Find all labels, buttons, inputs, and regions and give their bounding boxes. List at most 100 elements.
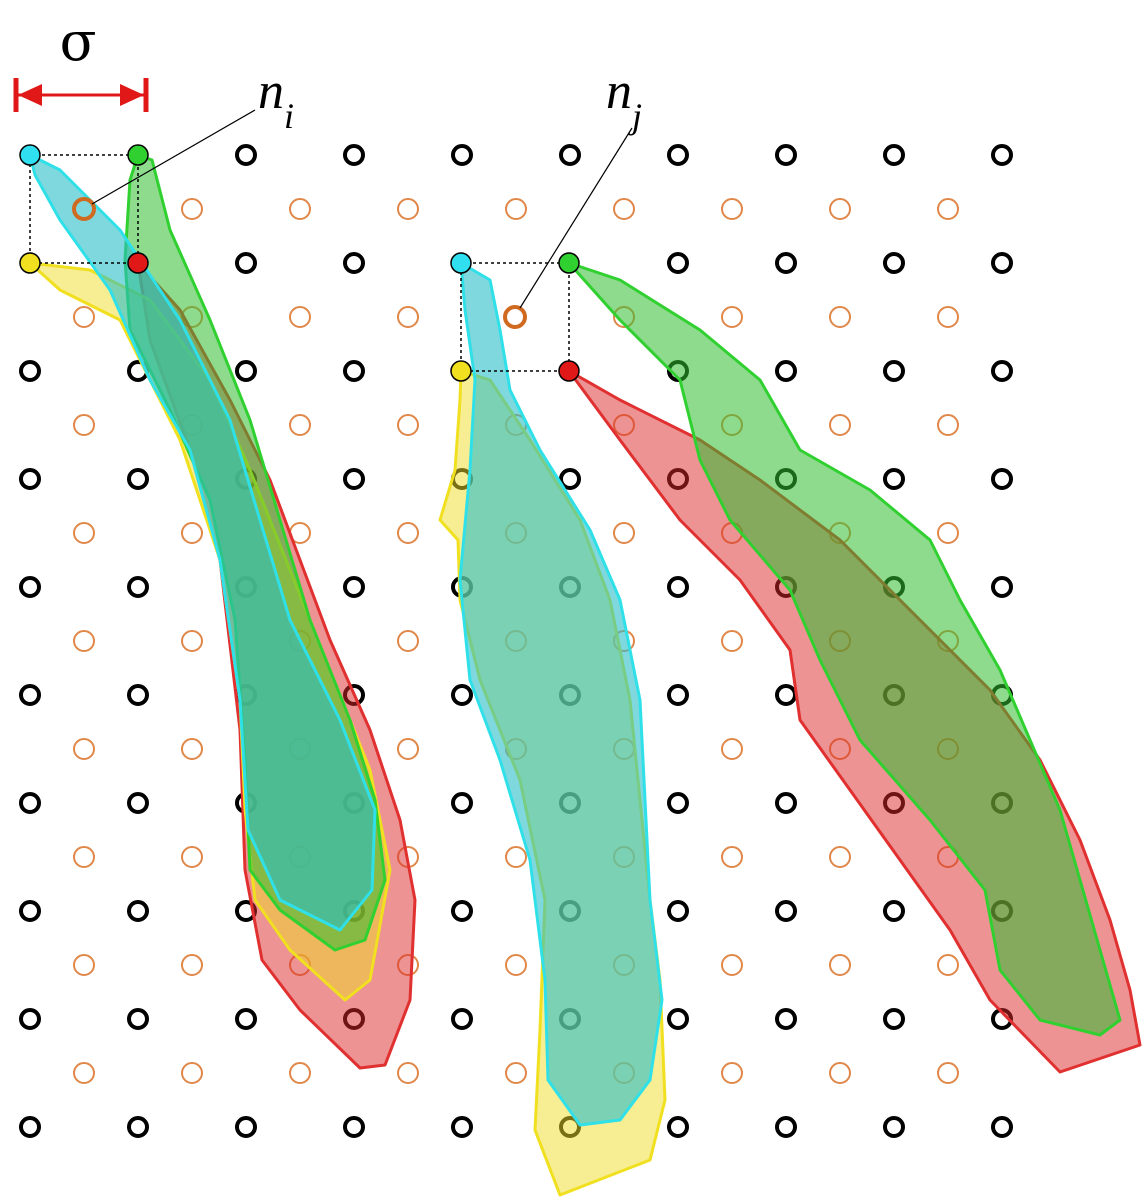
grid-node <box>21 470 39 488</box>
sub-node <box>398 631 418 651</box>
grid-node <box>885 362 903 380</box>
grid-node <box>129 794 147 812</box>
sub-node <box>398 1063 418 1083</box>
grid-node <box>669 146 687 164</box>
yellow-node <box>20 253 40 273</box>
cyan-blob <box>460 263 662 1125</box>
blobs <box>30 155 1140 1195</box>
sub-node <box>830 1063 850 1083</box>
sub-node <box>74 307 94 327</box>
page: σ ni nj (() => { const data = JSON.parse… <box>0 0 1142 1200</box>
sub-node <box>74 631 94 651</box>
sub-node <box>722 631 742 651</box>
yellow-node <box>451 361 471 381</box>
sub-node <box>938 955 958 975</box>
sub-node <box>74 1063 94 1083</box>
sub-node <box>830 415 850 435</box>
grid-node <box>129 1010 147 1028</box>
grid-node <box>129 686 147 704</box>
sub-node <box>506 199 526 219</box>
sub-node <box>398 415 418 435</box>
sub-node <box>614 199 634 219</box>
cyan-node <box>20 145 40 165</box>
ni-label: ni <box>258 63 294 136</box>
grid-node <box>993 362 1011 380</box>
sub-node <box>182 1063 202 1083</box>
grid-node <box>993 254 1011 272</box>
grid-node <box>453 1010 471 1028</box>
sub-node <box>398 199 418 219</box>
sub-node <box>290 1063 310 1083</box>
grid-node <box>237 146 255 164</box>
grid-node <box>777 902 795 920</box>
sub-node <box>830 955 850 975</box>
grid-node <box>21 686 39 704</box>
sub-node <box>182 739 202 759</box>
grid-node <box>777 794 795 812</box>
grid-node <box>453 794 471 812</box>
sub-node <box>938 415 958 435</box>
red-node <box>128 253 148 273</box>
sub-node <box>398 523 418 543</box>
sub-node <box>182 955 202 975</box>
sub-node <box>182 631 202 651</box>
sub-node <box>74 523 94 543</box>
grid-node <box>669 902 687 920</box>
grid-node <box>885 470 903 488</box>
grid-node <box>885 254 903 272</box>
sub-node <box>722 307 742 327</box>
grid-node <box>345 146 363 164</box>
grid-node <box>453 146 471 164</box>
grid-node <box>237 362 255 380</box>
grid-node <box>21 1118 39 1136</box>
grid-node <box>669 254 687 272</box>
grid-node <box>453 902 471 920</box>
grid-node <box>669 794 687 812</box>
grid-node <box>345 254 363 272</box>
sub-node <box>938 1063 958 1083</box>
grid-node <box>21 902 39 920</box>
sub-node <box>938 307 958 327</box>
highlight-node <box>505 307 525 327</box>
grid-node <box>885 1118 903 1136</box>
grid-node <box>777 1010 795 1028</box>
grid-node <box>21 1010 39 1028</box>
sigma-label: σ <box>60 10 97 73</box>
sub-node <box>74 955 94 975</box>
grid-node <box>885 902 903 920</box>
green-node <box>559 253 579 273</box>
sub-node <box>182 847 202 867</box>
sub-node <box>830 847 850 867</box>
ni-sub: i <box>284 96 294 136</box>
grid-node <box>21 794 39 812</box>
red-node <box>559 361 579 381</box>
sub-node <box>614 523 634 543</box>
grid-node <box>129 470 147 488</box>
grid-node <box>885 1010 903 1028</box>
grid-node <box>345 362 363 380</box>
sub-node <box>290 307 310 327</box>
sub-node <box>722 1063 742 1083</box>
grid-node <box>993 1118 1011 1136</box>
grid-node <box>129 902 147 920</box>
sub-node <box>398 307 418 327</box>
grid-node <box>993 146 1011 164</box>
grid-node <box>129 578 147 596</box>
grid-node <box>345 1118 363 1136</box>
arrow-head <box>120 84 144 106</box>
sigma-arrow <box>16 78 146 112</box>
sub-node <box>506 955 526 975</box>
cyan-node <box>451 253 471 273</box>
sub-node <box>74 415 94 435</box>
grid-node <box>777 1118 795 1136</box>
nj-base: n <box>606 63 632 120</box>
green-node <box>128 145 148 165</box>
grid-node <box>777 362 795 380</box>
grid-node <box>345 470 363 488</box>
sub-node <box>290 415 310 435</box>
grid-node <box>777 146 795 164</box>
sub-node <box>722 847 742 867</box>
grid-node <box>993 578 1011 596</box>
sub-node <box>74 847 94 867</box>
sub-node <box>722 955 742 975</box>
